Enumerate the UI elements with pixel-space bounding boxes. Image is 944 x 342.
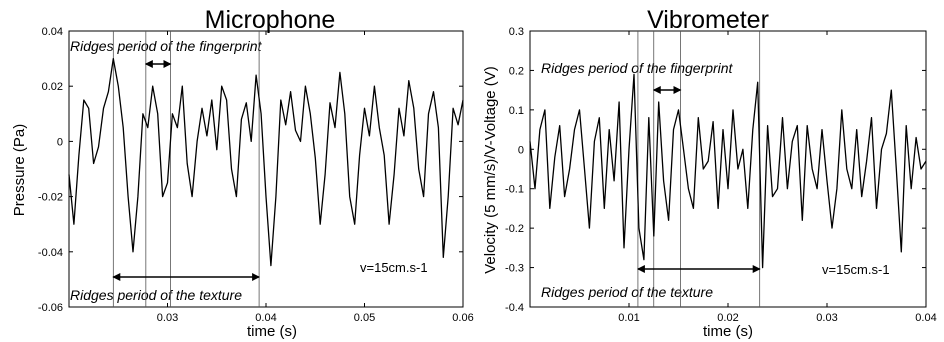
y-tick-label: 0.04 bbox=[42, 26, 63, 38]
speed-label: v=15cm.s-1 bbox=[360, 260, 428, 275]
signal-line bbox=[529, 73, 927, 269]
x-axis-label: time (s) bbox=[703, 323, 753, 340]
x-tick-label: 0.06 bbox=[452, 312, 473, 324]
microphone-chart: Microphone time (s) Pressure (Pa) Ridges… bbox=[11, 6, 474, 340]
fingerprint-annotation: Ridges period of the fingerprint bbox=[70, 38, 263, 54]
x-tick-label: 0.04 bbox=[255, 312, 276, 324]
y-tick-label: 0.02 bbox=[42, 81, 63, 93]
x-tick-label: 0.02 bbox=[717, 312, 738, 324]
vibrometer-chart: Vibrometer time (s) Velocity (5 mm/s)/V-… bbox=[482, 6, 937, 340]
y-tick-label: -0.04 bbox=[38, 247, 63, 259]
y-tick-label: 0 bbox=[57, 136, 63, 148]
texture-annotation: Ridges period of the texture bbox=[70, 287, 242, 303]
y-tick-label: -0.4 bbox=[505, 302, 524, 314]
x-axis-label: time (s) bbox=[247, 323, 297, 340]
x-tick-label: 0.01 bbox=[618, 312, 639, 324]
y-tick-label: -0.06 bbox=[38, 302, 63, 314]
y-tick-label: -0.3 bbox=[505, 263, 524, 275]
x-tick-label: 0.03 bbox=[816, 312, 837, 324]
x-tick-label: 0.04 bbox=[915, 312, 936, 324]
y-tick-label: 0.2 bbox=[509, 65, 524, 77]
y-tick-label: 0.3 bbox=[509, 26, 524, 38]
chart-title: Microphone bbox=[205, 6, 336, 34]
texture-annotation: Ridges period of the texture bbox=[541, 284, 713, 300]
y-tick-label: -0.02 bbox=[38, 192, 63, 204]
fingerprint-annotation: Ridges period of the fingerprint bbox=[541, 60, 734, 76]
x-tick-label: 0.03 bbox=[157, 312, 178, 324]
y-tick-label: -0.1 bbox=[505, 184, 524, 196]
y-tick-label: -0.2 bbox=[505, 223, 524, 235]
x-tick-label: 0.05 bbox=[354, 312, 375, 324]
y-axis-label: Pressure (Pa) bbox=[11, 124, 28, 217]
y-tick-label: 0.1 bbox=[509, 105, 524, 117]
chart-title: Vibrometer bbox=[647, 6, 769, 34]
y-axis-label: Velocity (5 mm/s)/V-Voltage (V) bbox=[482, 66, 499, 274]
signal-line bbox=[68, 57, 464, 267]
speed-label: v=15cm.s-1 bbox=[822, 262, 890, 277]
y-tick-label: 0 bbox=[518, 144, 524, 156]
